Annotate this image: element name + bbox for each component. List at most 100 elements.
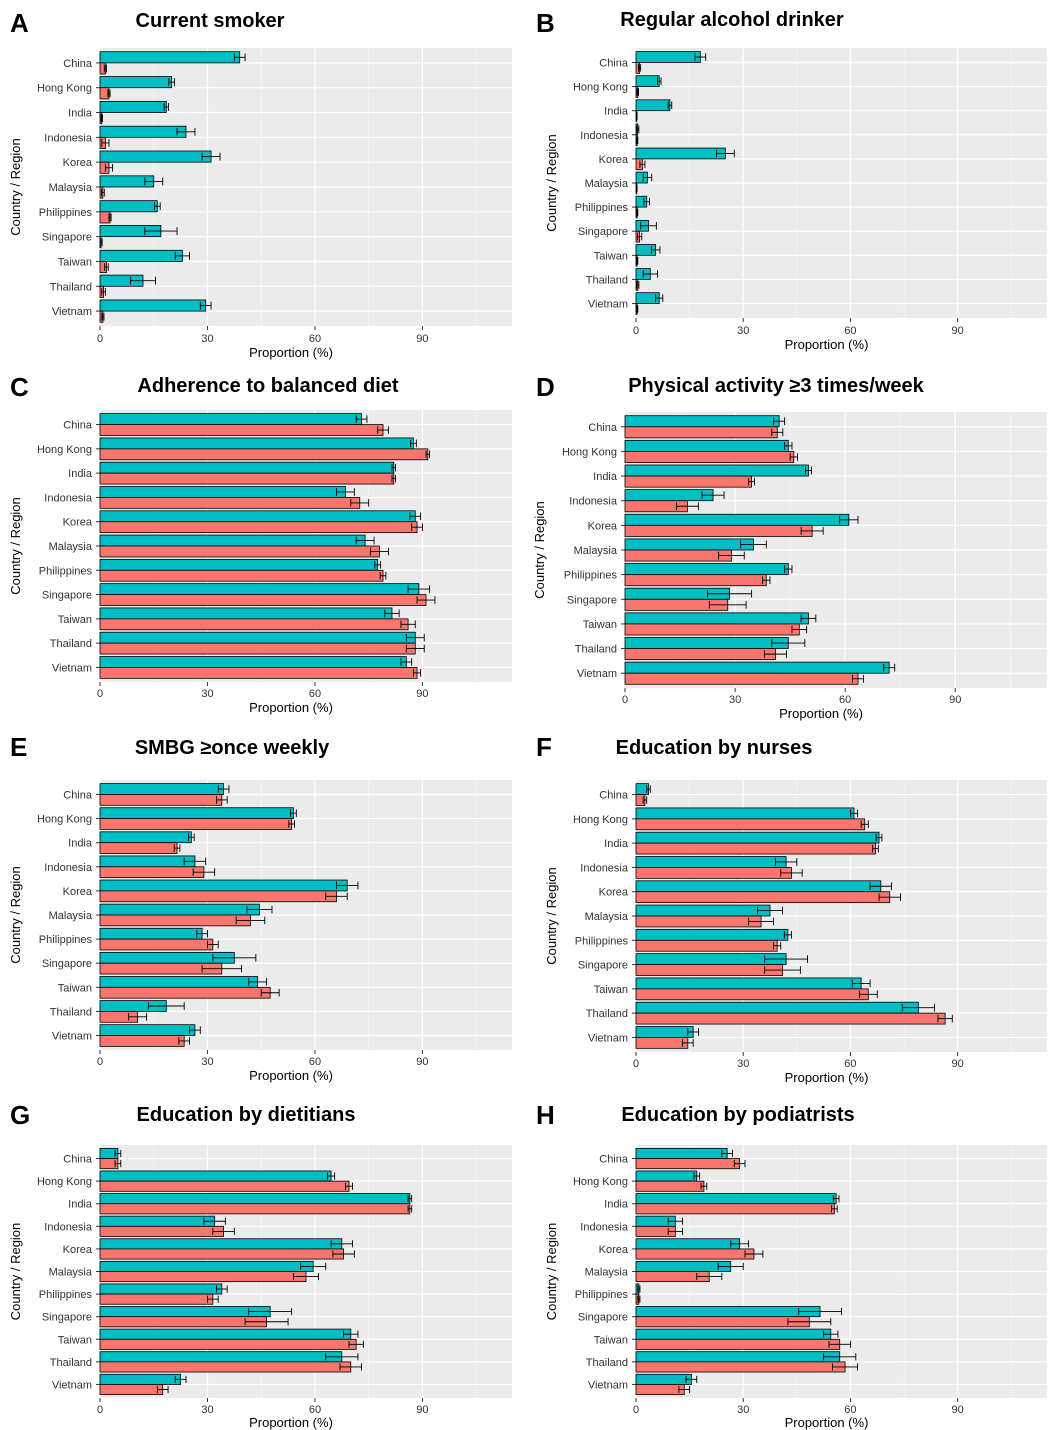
bar-series1-china (635, 51, 701, 63)
x-tick-label: 30 (729, 694, 741, 706)
y-tick-label-indonesia: Indonesia (44, 1221, 93, 1233)
bar-series1-hong-kong (635, 75, 660, 87)
y-tick-label-korea: Korea (63, 886, 93, 898)
chart-title: SMBG ≥once weekly (135, 737, 330, 759)
x-axis-title: Proportion (%) (249, 700, 333, 715)
y-tick-label-korea: Korea (588, 520, 618, 532)
x-tick-label: 30 (737, 1058, 749, 1070)
y-tick-label-malaysia: Malaysia (49, 182, 93, 194)
bar-series1-philippines (99, 558, 379, 571)
chart-title: Current smoker (136, 10, 285, 32)
panel-letter: G (10, 1100, 30, 1130)
bar-series2-philippines (635, 939, 778, 952)
y-tick-label-vietnam: Vietnam (52, 1031, 92, 1043)
bar-series2-singapore (635, 964, 783, 976)
bar-series2-korea (99, 890, 337, 903)
bar-series2-vietnam (99, 1384, 164, 1396)
y-tick-label-malaysia: Malaysia (585, 911, 629, 923)
panel-letter: E (10, 732, 27, 762)
y-tick-label-vietnam: Vietnam (52, 1379, 92, 1391)
y-tick-label-singapore: Singapore (578, 226, 628, 238)
bar-series1-korea (624, 513, 850, 526)
bar-series1-philippines (99, 200, 158, 213)
chart-title: Education by nurses (616, 737, 813, 759)
bar-series1-singapore (99, 1306, 271, 1318)
bar-series2-taiwan (635, 1338, 841, 1350)
bar-series1-thailand (635, 1351, 841, 1363)
y-tick-label-vietnam: Vietnam (588, 1379, 628, 1391)
bar-series2-india (99, 472, 395, 485)
bar-series1-china (635, 1147, 728, 1159)
bar-series2-china (99, 424, 384, 436)
y-tick-label-thailand: Thailand (586, 1357, 628, 1369)
bar-series1-india (99, 100, 167, 113)
y-tick-label-singapore: Singapore (42, 590, 92, 602)
chart-title: Physical activity ≥3 times/week (628, 375, 924, 397)
bar-series2-malaysia (99, 545, 380, 558)
bar-series2-taiwan (99, 1338, 357, 1350)
y-tick-label-india: India (604, 106, 629, 118)
bar-series1-india (624, 464, 809, 477)
x-axis-title: Proportion (%) (785, 1070, 869, 1085)
y-tick-label-indonesia: Indonesia (569, 496, 618, 508)
bar-series1-hong-kong (635, 1170, 698, 1182)
y-tick-label-singapore: Singapore (578, 960, 628, 972)
x-tick-label: 60 (309, 333, 321, 345)
bar-series1-thailand (99, 631, 416, 644)
x-tick-label: 60 (309, 1056, 321, 1068)
bar-series1-singapore (635, 953, 787, 965)
bar-series1-hong-kong (99, 807, 294, 819)
bar-series1-vietnam (99, 1024, 196, 1036)
bar-series2-china (99, 794, 223, 806)
bar-series1-indonesia (99, 486, 346, 498)
bar-series2-thailand (635, 1012, 946, 1025)
bar-series1-malaysia (635, 904, 771, 917)
y-tick-label-korea: Korea (63, 1244, 93, 1256)
chart-panel-f: F Education by nurses 0 30 60 90 China Hong Kon… (536, 732, 1047, 1085)
x-tick-label: 60 (844, 1404, 856, 1416)
bar-series2-thailand (635, 1361, 846, 1373)
x-tick-label: 90 (416, 1056, 428, 1068)
bar-series2-malaysia (624, 549, 732, 562)
bar-series1-malaysia (635, 1260, 732, 1272)
y-tick-label-vietnam: Vietnam (577, 668, 617, 680)
chart-panel-c: C Adherence to balanced diet 0 30 60 90 China H… (8, 372, 512, 715)
bar-series1-malaysia (99, 534, 366, 547)
bar-series2-taiwan (99, 986, 271, 999)
bar-series2-korea (635, 891, 891, 904)
chart-title: Education by podiatrists (621, 1104, 854, 1126)
chart-panel-d: D Physical activity ≥3 times/week 0 30 60 90 C… (532, 372, 1047, 721)
bar-series2-malaysia (635, 915, 762, 928)
y-axis-title: Country / Region (532, 501, 547, 599)
bar-series1-malaysia (99, 1260, 314, 1272)
bar-series1-singapore (635, 1306, 821, 1318)
bar-series1-indonesia (99, 855, 196, 868)
bar-series1-indonesia (624, 489, 714, 502)
chart-panel-g: G Education by dietitians 0 30 60 90 China Hong… (8, 1100, 512, 1430)
bar-series1-vietnam (99, 1373, 182, 1385)
bar-series1-korea (99, 150, 212, 163)
bar-series2-india (99, 842, 178, 854)
y-tick-label-malaysia: Malaysia (49, 1267, 93, 1279)
bar-series2-thailand (624, 648, 776, 661)
y-tick-label-singapore: Singapore (578, 1312, 628, 1324)
chart-panel-e: E SMBG ≥once weekly 0 30 60 90 China Hong Kong I… (8, 732, 512, 1083)
x-tick-label: 0 (633, 1404, 639, 1416)
x-tick-label: 60 (309, 688, 321, 700)
y-tick-label-india: India (68, 838, 93, 850)
x-axis-title: Proportion (%) (249, 345, 333, 360)
x-tick-label: 30 (201, 333, 213, 345)
x-tick-label: 90 (416, 333, 428, 345)
x-axis-title: Proportion (%) (779, 706, 863, 721)
y-axis-title: Country / Region (544, 867, 559, 965)
bar-series2-india (99, 1203, 411, 1215)
bar-series1-philippines (99, 927, 203, 940)
bar-series2-vietnam (99, 1035, 185, 1047)
bar-series1-philippines (99, 1283, 223, 1295)
y-tick-label-singapore: Singapore (42, 232, 92, 244)
bar-series2-hong-kong (635, 1180, 705, 1192)
y-tick-label-india: India (68, 108, 93, 120)
y-tick-label-china: China (63, 58, 93, 70)
y-tick-label-indonesia: Indonesia (580, 130, 629, 142)
bar-series2-thailand (99, 1361, 352, 1373)
